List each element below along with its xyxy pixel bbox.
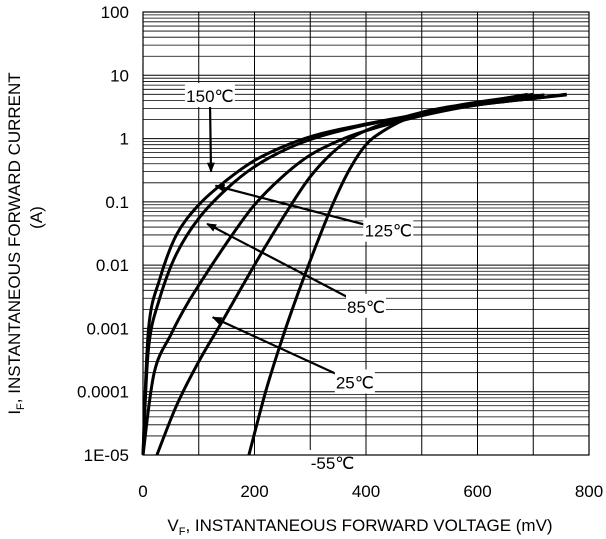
y-axis-label-main: I xyxy=(5,410,24,415)
annotation-arrow xyxy=(206,222,367,308)
y-tick-label: 0.0001 xyxy=(77,383,129,402)
y-tick-label: 10 xyxy=(110,66,129,85)
y-axis-label-unit: (A) xyxy=(27,206,46,229)
y-tick-label: 0.001 xyxy=(86,319,129,338)
annotation-label: 25℃ xyxy=(336,373,374,392)
x-tick-label: 0 xyxy=(138,482,147,501)
x-tick-label: 400 xyxy=(352,482,380,501)
annotation-label: 150℃ xyxy=(186,87,233,106)
x-axis-label: VF, INSTANTANEOUS FORWARD VOLTAGE (mV) xyxy=(167,516,552,538)
y-axis-label-rest: , INSTANTANEOUS FORWARD CURRENT xyxy=(5,72,24,403)
x-axis-label-sub: F xyxy=(179,526,186,538)
tick-labels: 1E-05 0.0001 0.001 0.01 0.1 1 10 100 0 200 400 600 8… xyxy=(77,3,603,501)
y-axis-label: IF, INSTANTANEOUS FORWARD CURRENT xyxy=(5,72,27,414)
annotation-bg xyxy=(184,83,235,108)
annotation-arrow xyxy=(206,96,215,173)
annotation-arrow xyxy=(214,184,389,232)
y-tick-label: 100 xyxy=(101,3,129,22)
x-tick-label: 600 xyxy=(463,482,491,501)
annotation-bg xyxy=(307,449,358,474)
annotation-bg xyxy=(363,217,414,242)
plot-frame xyxy=(142,11,590,456)
x-axis-label-rest: , INSTANTANEOUS FORWARD VOLTAGE (mV) xyxy=(185,516,552,535)
y-tick-label: 1E-05 xyxy=(84,446,129,465)
x-tick-label: 200 xyxy=(240,482,268,501)
annotations: 150℃ 125℃ 85℃ 25℃ -55℃ xyxy=(184,83,414,474)
annotation-label: 125℃ xyxy=(365,222,412,241)
y-tick-label: 1 xyxy=(120,130,129,149)
series-layer xyxy=(141,92,567,456)
y-tick-label: 0.01 xyxy=(96,256,129,275)
annotation-arrow xyxy=(211,316,356,384)
annotation-bg xyxy=(346,293,386,318)
annotation-bg xyxy=(334,369,375,394)
y-tick-label: 0.1 xyxy=(105,193,129,212)
y-axis-label-sub: F xyxy=(15,403,27,410)
x-tick-label: 800 xyxy=(575,482,603,501)
series-line xyxy=(141,93,545,456)
x-axis-label-main: V xyxy=(167,516,179,535)
annotation-label: -55℃ xyxy=(311,454,355,473)
series-line xyxy=(247,92,528,456)
grid xyxy=(143,12,589,456)
annotation-label: 85℃ xyxy=(347,298,385,317)
